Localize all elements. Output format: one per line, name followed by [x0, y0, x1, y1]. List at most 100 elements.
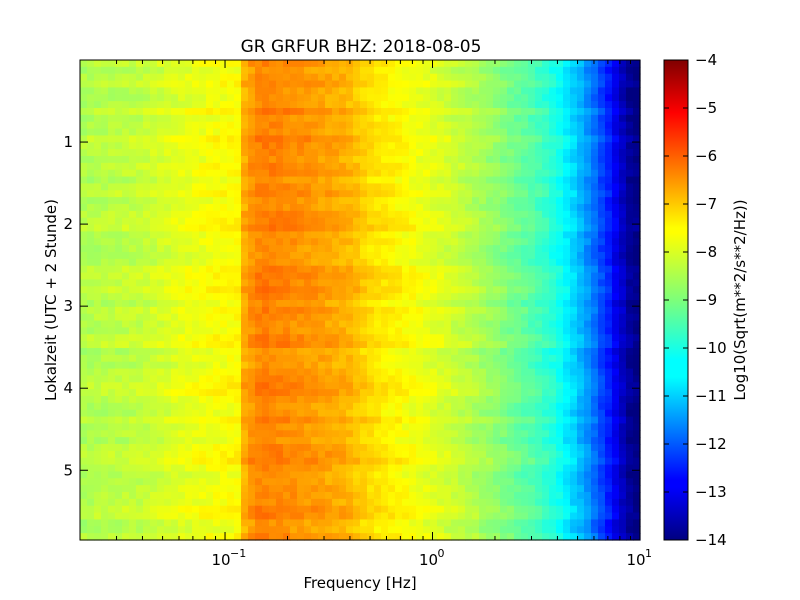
heatmap-cell [206, 169, 214, 178]
heatmap-cell [507, 162, 515, 171]
heatmap-cell [178, 80, 186, 89]
heatmap-cell [171, 149, 179, 157]
heatmap-cell [472, 66, 480, 75]
heatmap-cell [220, 217, 228, 226]
heatmap-cell [374, 389, 382, 397]
heatmap-cell [577, 101, 585, 109]
heatmap-cell [339, 382, 347, 390]
heatmap-cell [528, 231, 536, 239]
heatmap-cell [318, 142, 326, 150]
heatmap-cell [346, 217, 354, 226]
heatmap-cell [290, 327, 298, 335]
heatmap-cell [185, 245, 193, 253]
heatmap-cell [339, 320, 347, 329]
heatmap-cell [213, 286, 221, 294]
heatmap-cell [339, 368, 347, 377]
heatmap-cell [325, 457, 333, 466]
heatmap-cell [472, 313, 480, 322]
heatmap-cell [297, 162, 305, 171]
heatmap-cell [486, 471, 494, 479]
heatmap-cell [206, 389, 214, 397]
heatmap-cell [171, 313, 179, 322]
heatmap-cell [234, 286, 242, 294]
heatmap-cell [388, 204, 396, 212]
heatmap-cell [199, 286, 207, 294]
heatmap-cell [563, 94, 571, 102]
heatmap-cell [220, 423, 228, 431]
heatmap-cell [255, 430, 263, 438]
heatmap-cell [87, 60, 95, 68]
heatmap-cell [304, 258, 312, 267]
heatmap-cell [269, 142, 277, 150]
heatmap-cell [220, 437, 228, 445]
heatmap-cell [304, 457, 312, 466]
heatmap-cell [556, 210, 564, 219]
heatmap-cell [577, 286, 585, 294]
heatmap-cell [143, 169, 151, 178]
heatmap-cell [143, 300, 151, 308]
heatmap-cell [178, 300, 186, 308]
heatmap-cell [381, 306, 389, 315]
heatmap-cell [605, 169, 613, 178]
heatmap-cell [535, 334, 543, 342]
heatmap-cell [255, 149, 263, 157]
heatmap-cell [521, 108, 529, 116]
heatmap-cell [213, 382, 221, 390]
heatmap-cell [206, 354, 214, 363]
heatmap-cell [269, 450, 277, 459]
heatmap-cell [129, 327, 137, 335]
heatmap-cell [122, 114, 130, 123]
heatmap-cell [269, 313, 277, 322]
heatmap-cell [605, 286, 613, 294]
heatmap-cell [486, 300, 494, 308]
heatmap-cell [479, 389, 487, 397]
heatmap-cell [500, 430, 508, 438]
heatmap-cell [269, 286, 277, 294]
heatmap-cell [122, 293, 130, 301]
heatmap-cell [500, 354, 508, 363]
heatmap-cell [472, 94, 480, 102]
heatmap-cell [122, 94, 130, 102]
heatmap-cell [339, 128, 347, 137]
heatmap-cell [437, 190, 445, 198]
heatmap-cell [549, 478, 557, 486]
heatmap-cell [248, 471, 256, 479]
heatmap-cell [619, 238, 627, 246]
heatmap-cell [521, 279, 529, 287]
heatmap-cell [290, 162, 298, 171]
heatmap-cell [192, 197, 200, 205]
heatmap-cell [409, 135, 417, 143]
heatmap-cell [465, 354, 473, 363]
heatmap-cell [381, 101, 389, 109]
heatmap-cell [423, 389, 431, 397]
heatmap-cell [80, 375, 88, 383]
heatmap-cell [164, 231, 172, 239]
heatmap-cell [346, 320, 354, 329]
heatmap-cell [514, 217, 522, 226]
heatmap-cell [416, 176, 424, 185]
heatmap-cell [157, 485, 165, 493]
heatmap-cell [143, 60, 151, 68]
heatmap-cell [598, 80, 606, 89]
heatmap-cell [472, 361, 480, 370]
heatmap-cell [192, 375, 200, 383]
heatmap-cell [255, 135, 263, 143]
heatmap-cell [122, 485, 130, 493]
heatmap-cell [423, 156, 431, 164]
heatmap-cell [206, 464, 214, 473]
heatmap-cell [94, 293, 102, 301]
heatmap-cell [423, 190, 431, 198]
heatmap-cell [493, 293, 501, 301]
heatmap-cell [367, 341, 375, 349]
heatmap-cell [178, 485, 186, 493]
heatmap-cell [108, 279, 116, 287]
heatmap-cell [549, 444, 557, 452]
heatmap-cell [325, 210, 333, 219]
heatmap-cell [192, 231, 200, 239]
heatmap-cell [409, 114, 417, 123]
heatmap-cell [409, 327, 417, 335]
heatmap-cell [500, 183, 508, 191]
heatmap-cell [115, 389, 123, 397]
heatmap-cell [311, 87, 319, 95]
heatmap-cell [101, 471, 109, 479]
